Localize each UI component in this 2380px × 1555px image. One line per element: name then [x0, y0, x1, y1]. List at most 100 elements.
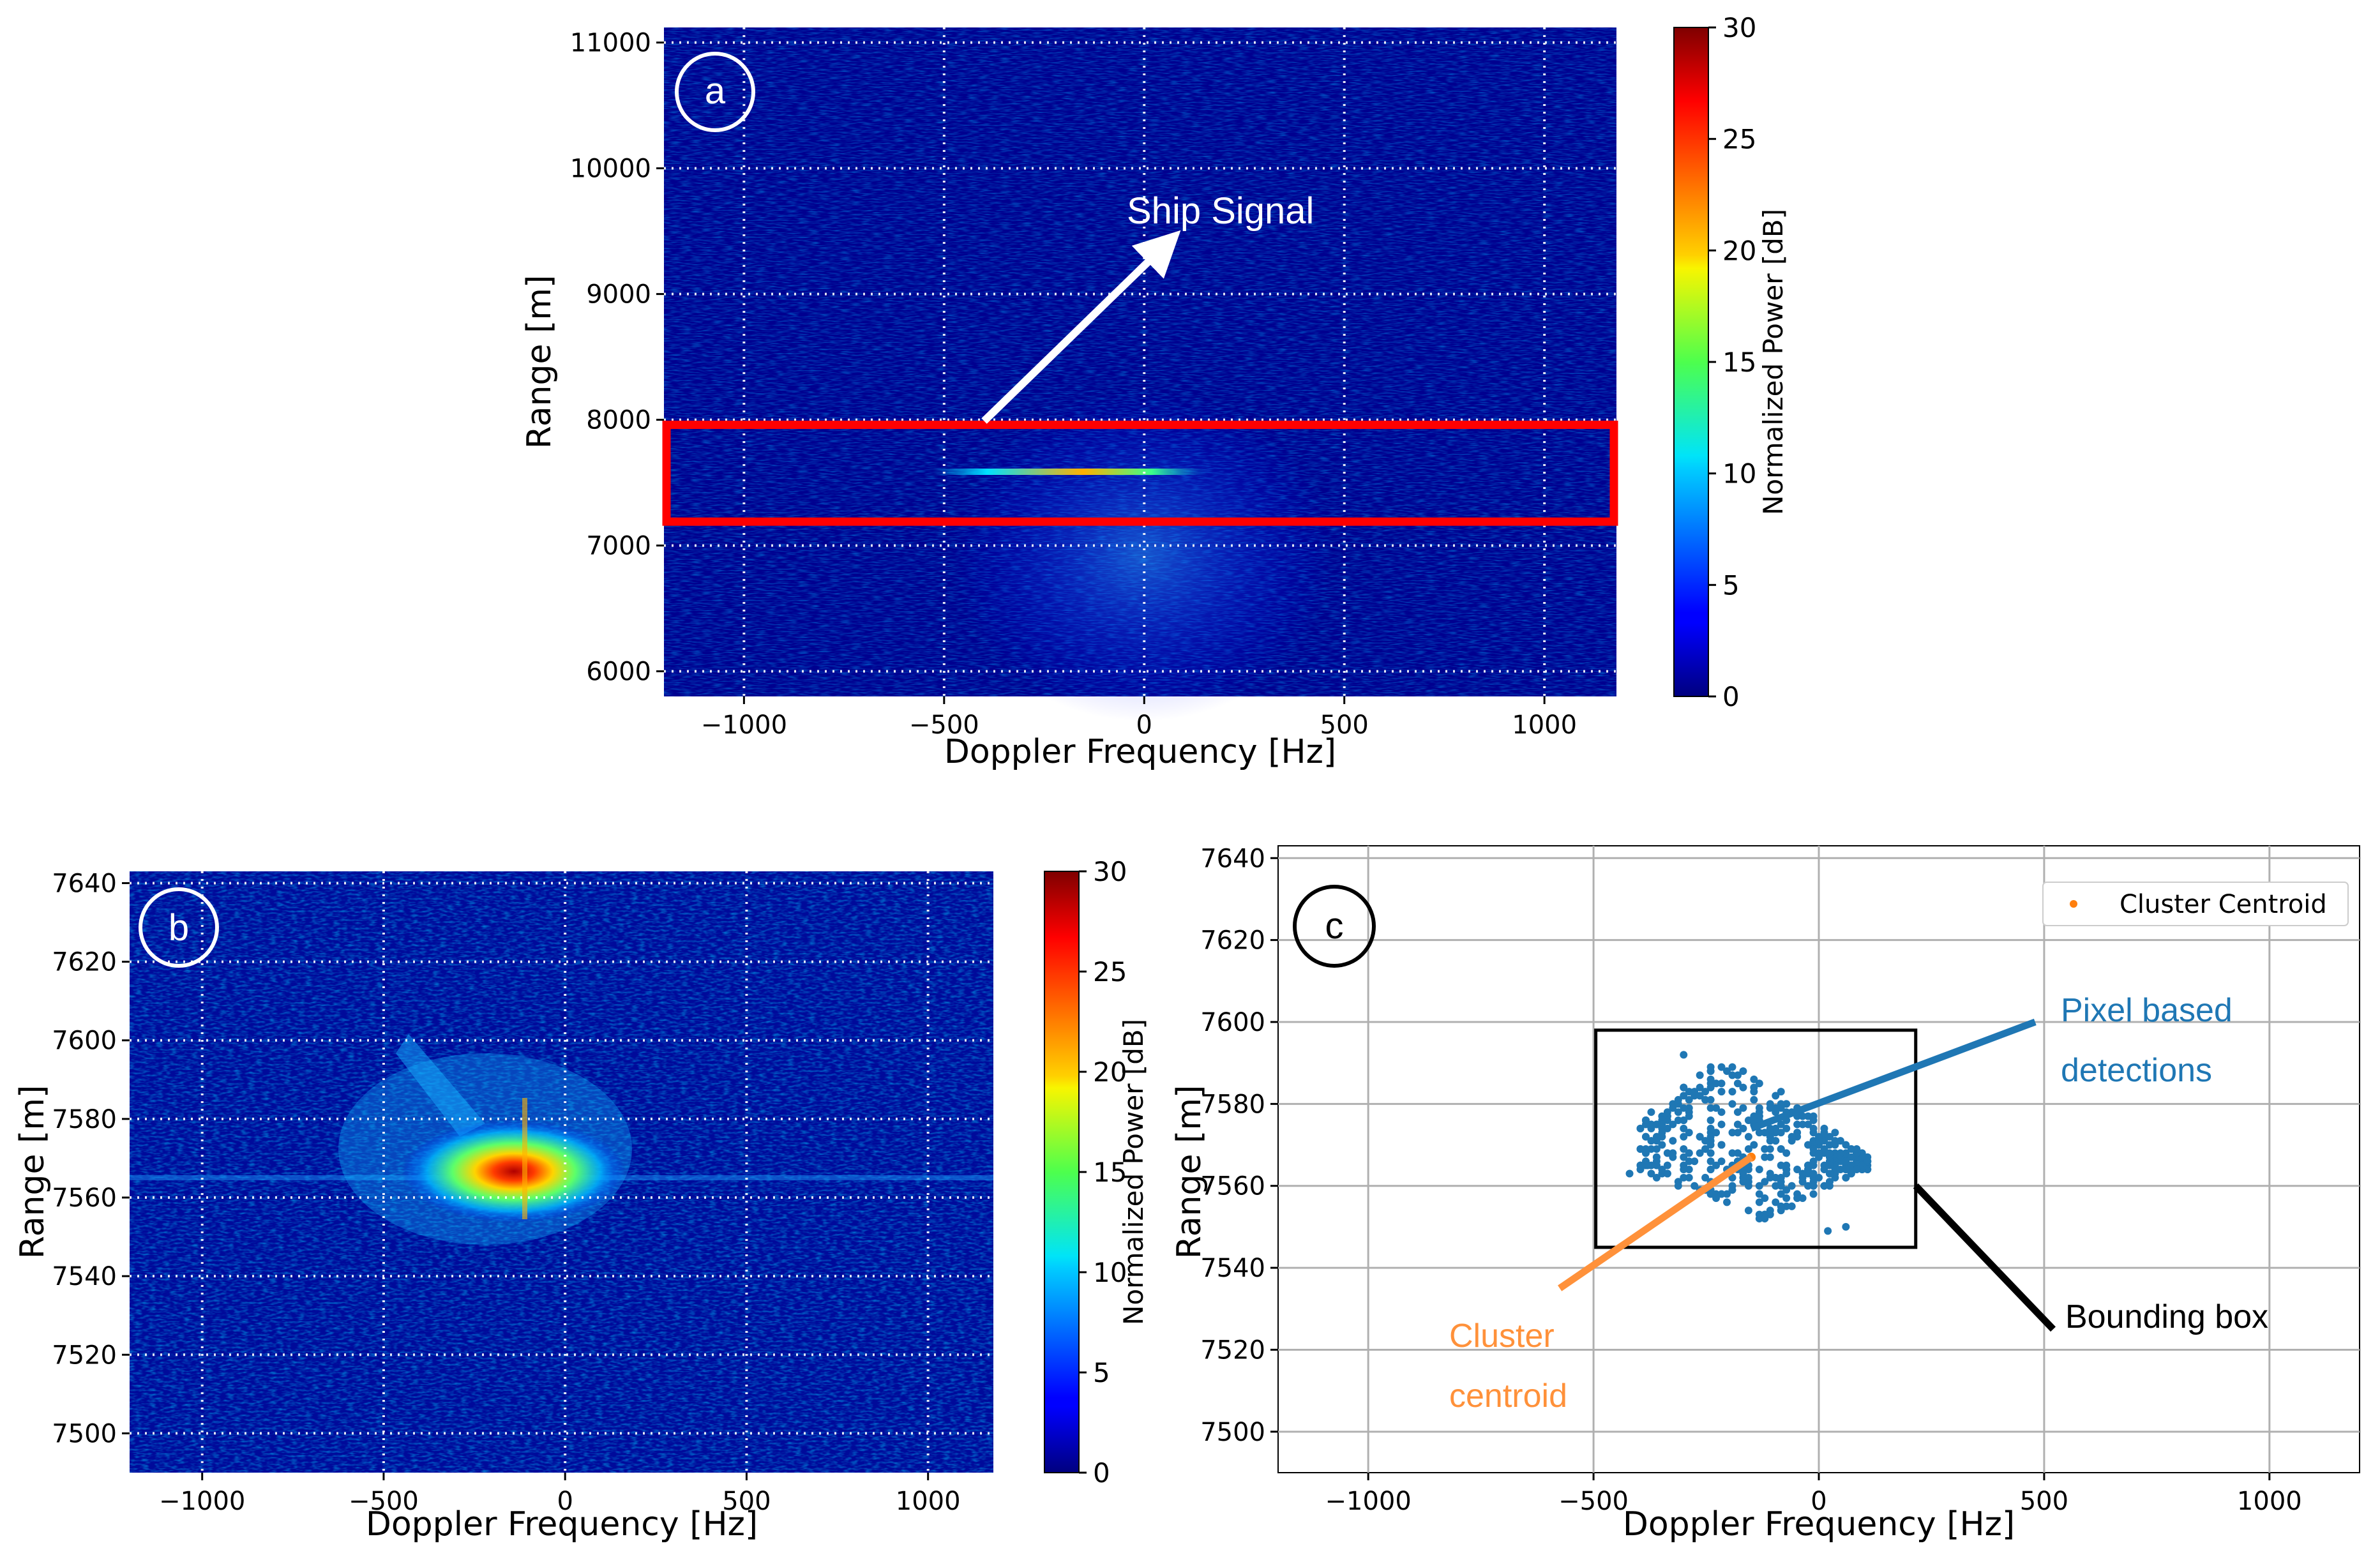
detection-point [1706, 1132, 1715, 1141]
y-tick-label: 10000 [570, 154, 651, 184]
detection-point [1853, 1145, 1861, 1153]
detection-point [1647, 1120, 1655, 1129]
detection-point [1777, 1129, 1785, 1137]
detection-point [1755, 1079, 1763, 1088]
detection-point [1820, 1145, 1828, 1153]
detection-point [1733, 1149, 1742, 1157]
detection-point [1788, 1202, 1796, 1210]
y-tick-label: 7580 [1200, 1090, 1265, 1119]
detection-point [1728, 1071, 1736, 1079]
detection-point [1755, 1190, 1763, 1198]
detection-point [1782, 1169, 1791, 1178]
panel-a-red-box [662, 420, 1618, 526]
detection-point [1680, 1116, 1688, 1125]
detection-point [1772, 1198, 1780, 1206]
x-tick-label: 1000 [896, 1487, 961, 1516]
detection-point [1733, 1129, 1742, 1137]
y-tick-label: 7600 [52, 1026, 117, 1056]
detection-point [1674, 1182, 1682, 1190]
x-tick-label: −1000 [159, 1487, 245, 1516]
panel-c-x-ticks: −1000 −500 0 500 1000 [1325, 1473, 2302, 1516]
detection-point [1712, 1161, 1721, 1169]
detection-point [1728, 1182, 1736, 1190]
detection-point [1804, 1161, 1812, 1169]
detection-point [1761, 1215, 1769, 1223]
y-tick-label: 9000 [586, 280, 651, 310]
detection-point [1782, 1194, 1791, 1202]
detection-point [1815, 1149, 1823, 1157]
detection-point [1733, 1120, 1742, 1129]
detection-point [1836, 1149, 1844, 1157]
detection-point [1680, 1051, 1688, 1059]
colorbar-tick-label: 5 [1722, 569, 1740, 601]
colorbar-tick-label: 0 [1722, 681, 1740, 712]
detection-point [1744, 1116, 1752, 1125]
panel-a-y-axis-label: Range [m] [520, 275, 559, 449]
detection-point [1663, 1169, 1671, 1178]
detection-point [1761, 1153, 1769, 1161]
detection-point [1809, 1169, 1818, 1178]
pixel-detections-annotation-label: detections [2061, 1052, 2212, 1089]
detection-point [1782, 1202, 1791, 1210]
detection-point [1782, 1124, 1791, 1132]
detection-point [1674, 1108, 1682, 1116]
detection-point [1809, 1124, 1818, 1132]
panel-b-colorbar [1044, 871, 1080, 1473]
detection-point [1766, 1137, 1774, 1145]
detection-point [1706, 1083, 1715, 1092]
cluster-centroid-annotation-label: Cluster [1449, 1318, 1555, 1355]
detection-point [1842, 1173, 1850, 1182]
panel-a-grid [664, 27, 1616, 696]
detection-point [1761, 1178, 1769, 1186]
colorbar-tick-label: 15 [1722, 347, 1756, 378]
y-tick-label: 7540 [1200, 1254, 1265, 1283]
y-tick-label: 7600 [1200, 1008, 1265, 1037]
panel-b-grid [130, 871, 993, 1473]
panel-a-ship-streak [932, 469, 1207, 475]
x-tick-label: 500 [1320, 710, 1369, 740]
panel-c-grid [1278, 846, 2360, 1473]
detection-point [1728, 1173, 1736, 1182]
detection-point [1658, 1141, 1666, 1149]
detection-point [1658, 1120, 1666, 1129]
detection-point [1836, 1166, 1844, 1174]
detection-point [1777, 1120, 1785, 1129]
detection-point [1691, 1182, 1699, 1190]
panel-b-y-axis-label: Range [m] [13, 1085, 52, 1259]
detection-point [1772, 1173, 1780, 1182]
detection-point [1798, 1194, 1807, 1202]
detection-point [1696, 1149, 1704, 1157]
y-tick-label: 7620 [52, 948, 117, 977]
detection-point [1663, 1108, 1671, 1116]
panel-a-y-ticks: 6000 7000 8000 9000 10000 11000 [570, 29, 664, 687]
detection-point [1717, 1190, 1726, 1198]
pixel-detections-annotation-label: Pixel based [2061, 992, 2233, 1029]
y-tick-label: 8000 [586, 406, 651, 435]
detection-point [1788, 1182, 1796, 1190]
detection-point [1712, 1190, 1721, 1198]
detection-point [1825, 1178, 1834, 1186]
detection-point [1663, 1161, 1671, 1169]
detection-point [1798, 1112, 1807, 1120]
detection-point [1663, 1116, 1671, 1125]
detection-point [1723, 1067, 1731, 1076]
detection-point [1831, 1129, 1839, 1137]
detection-point [1820, 1137, 1828, 1145]
detection-point [1728, 1088, 1736, 1096]
detection-point [1788, 1132, 1796, 1141]
detection-point [1755, 1108, 1763, 1116]
detection-point [1804, 1182, 1812, 1190]
detection-point [1680, 1083, 1688, 1092]
panel-a: Ship Signal a −1000 −500 0 500 1000 6000 7000… [520, 12, 1789, 771]
detection-point [1809, 1145, 1818, 1153]
detection-point [1717, 1108, 1726, 1116]
detection-point [1663, 1149, 1671, 1157]
detection-point [1706, 1067, 1715, 1076]
detection-point [1685, 1166, 1693, 1174]
detection-point [1712, 1104, 1721, 1112]
x-tick-label: 0 [1136, 710, 1152, 740]
detection-point [1755, 1129, 1763, 1137]
detection-point [1680, 1132, 1688, 1141]
y-tick-label: 7580 [52, 1105, 117, 1134]
